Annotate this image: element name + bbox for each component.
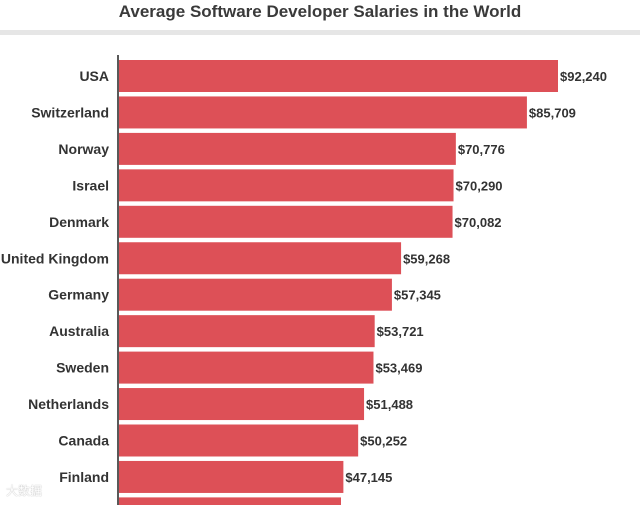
bar-united-kingdom — [119, 242, 402, 275]
title-divider — [0, 30, 640, 35]
value-label: $51,488 — [366, 397, 413, 412]
category-label: Finland — [59, 469, 109, 485]
bar-usa — [119, 60, 558, 92]
value-label: $53,721 — [377, 324, 424, 339]
value-label: $57,345 — [394, 288, 441, 303]
bar-norway — [119, 132, 456, 165]
value-label: $59,268 — [403, 251, 450, 266]
category-label: Switzerland — [31, 104, 109, 120]
category-label: United Kingdom — [1, 250, 109, 266]
bar-switzerland — [119, 96, 527, 129]
category-label: Netherlands — [28, 396, 109, 412]
value-label: $70,290 — [456, 178, 503, 193]
category-label: Denmark — [49, 214, 109, 230]
value-label: $70,776 — [458, 142, 505, 157]
category-label: Australia — [49, 323, 109, 339]
category-label: Germany — [48, 287, 109, 303]
bar-finland — [119, 460, 344, 493]
category-label: Canada — [58, 433, 109, 449]
bar-germany — [119, 278, 392, 311]
value-label: $85,709 — [529, 105, 576, 120]
chart-title: Average Software Developer Salaries in t… — [118, 2, 522, 21]
value-label: $70,082 — [455, 215, 502, 230]
bar-canada — [119, 424, 359, 457]
bar-cropped — [119, 497, 341, 505]
category-label: Norway — [58, 141, 109, 157]
bar-sweden — [119, 351, 374, 384]
category-label: Sweden — [56, 360, 109, 376]
bar-netherlands — [119, 388, 365, 421]
category-label: Israel — [72, 177, 109, 193]
bar-australia — [119, 315, 375, 348]
category-label: USA — [79, 68, 109, 84]
value-label: $92,240 — [560, 69, 607, 84]
watermark-text: 大数据 — [6, 484, 43, 498]
bar-denmark — [119, 205, 453, 238]
bar-israel — [119, 169, 454, 202]
value-label: $53,469 — [375, 361, 422, 376]
value-label: $50,252 — [360, 434, 407, 449]
value-label: $47,145 — [345, 470, 392, 485]
